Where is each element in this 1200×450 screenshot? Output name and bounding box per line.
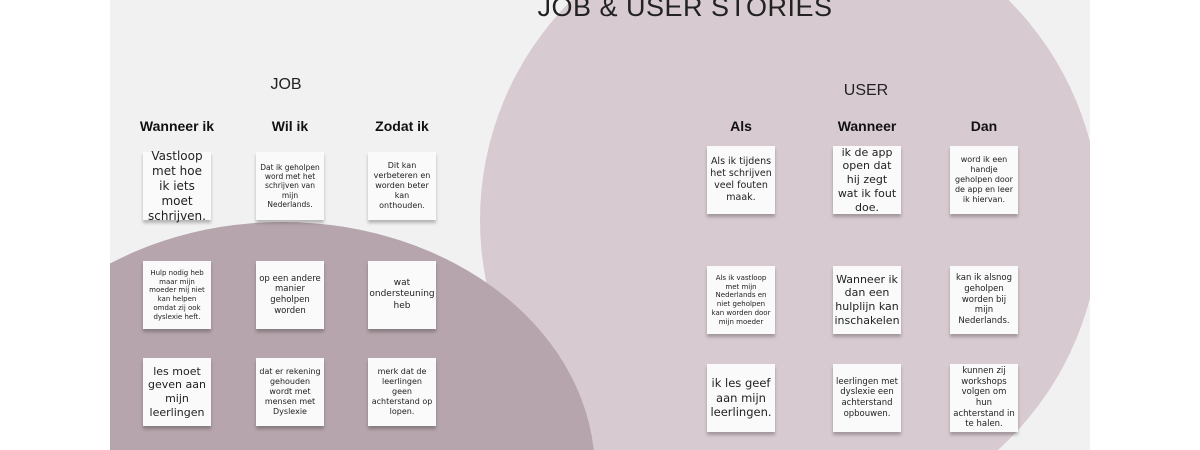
sticky-note: ik les geef aan mijn leerlingen. [707,364,775,432]
sticky-note: Vastloop met hoe ik iets moet schrijven. [143,149,211,223]
sticky-note: op een andere manier geholpen worden [256,261,324,329]
sticky-note: leerlingen met dyslexie een achterstand … [833,364,901,432]
column-header: Wanneer [837,118,897,134]
column-header: Dan [970,118,998,134]
sticky-note: Hulp nodig heb maar mijn moeder mij niet… [143,261,211,329]
group-label: USER [843,82,889,99]
sticky-note: les moet geven aan mijn leerlingen [143,358,211,426]
sticky-note: dat er rekening gehouden wordt met mense… [256,358,324,426]
column-header: Zodat ik [375,118,429,134]
column-header: Wil ik [271,118,309,134]
group-label: JOB [270,76,302,93]
sticky-note: Wanneer ik dan een hulplijn kan inschake… [833,266,901,334]
sticky-note: ik de app open dat hij zegt wat ik fout … [833,146,901,214]
sticky-note: Dat ik geholpen word met het schrijven v… [256,152,324,220]
sticky-note: Dit kan verbeteren en worden beter kan o… [368,152,436,220]
sticky-note: kunnen zij workshops volgen om hun achte… [950,364,1018,432]
column-header: Wanneer ik [139,118,215,134]
sticky-note: kan ik alsnog geholpen worden bij mijn N… [950,266,1018,334]
sticky-note: merk dat de leerlingen geen achterstand … [368,358,436,426]
board-title: JOB & USER STORIES [537,0,833,22]
sticky-note: word ik een handje geholpen door de app … [950,146,1018,214]
sticky-note: Als ik vastloop met mijn Nederlands en n… [707,266,775,334]
column-header: Als [730,118,752,134]
sticky-note: Als ik tijdens het schrijven veel fouten… [707,146,775,214]
sticky-note: wat ondersteuning heb [368,261,436,329]
